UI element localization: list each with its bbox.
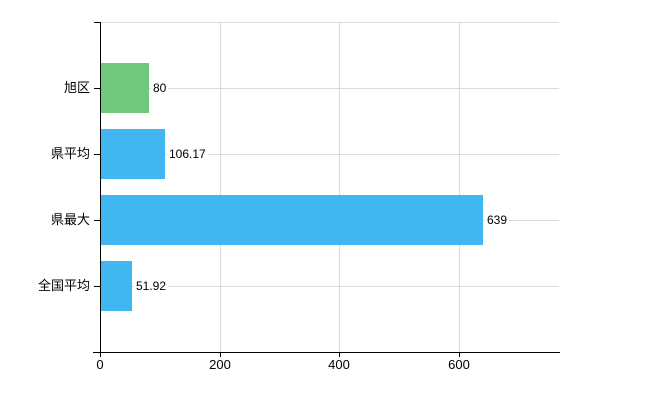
bar-3 — [101, 195, 483, 245]
x-axis-tick — [220, 353, 221, 357]
y-axis-tick — [94, 220, 100, 221]
x-axis-line — [93, 352, 560, 353]
value-label: 106.17 — [167, 147, 208, 161]
bar-4 — [101, 261, 132, 311]
value-label: 80 — [151, 81, 169, 95]
y-axis-tick — [94, 88, 100, 89]
plot-area — [100, 22, 559, 352]
category-label: 県平均 — [50, 146, 90, 161]
value-label: 51.92 — [134, 279, 169, 293]
v-gridline — [459, 22, 460, 352]
x-tick-label: 600 — [448, 357, 470, 372]
y-axis-line — [100, 22, 101, 353]
category-label: 全国平均 — [37, 278, 90, 293]
x-tick-label: 200 — [209, 357, 231, 372]
y-axis-tick — [94, 286, 100, 287]
category-label: 旭区 — [63, 80, 90, 95]
h-gridline — [100, 286, 559, 287]
value-label: 639 — [485, 213, 510, 227]
x-tick-label: 0 — [96, 357, 104, 372]
v-gridline — [220, 22, 221, 352]
bar-2 — [101, 129, 165, 179]
v-gridline — [339, 22, 340, 352]
h-gridline — [100, 154, 559, 155]
h-gridline — [100, 88, 559, 89]
y-axis-tick — [94, 154, 100, 155]
x-axis-tick — [459, 353, 460, 357]
category-label: 県最大 — [50, 212, 90, 227]
x-axis-tick — [339, 353, 340, 357]
x-tick-label: 400 — [328, 357, 350, 372]
h-gridline — [100, 22, 559, 23]
x-axis-tick — [100, 353, 101, 357]
y-axis-tick — [94, 22, 100, 23]
bar-1 — [101, 63, 149, 113]
